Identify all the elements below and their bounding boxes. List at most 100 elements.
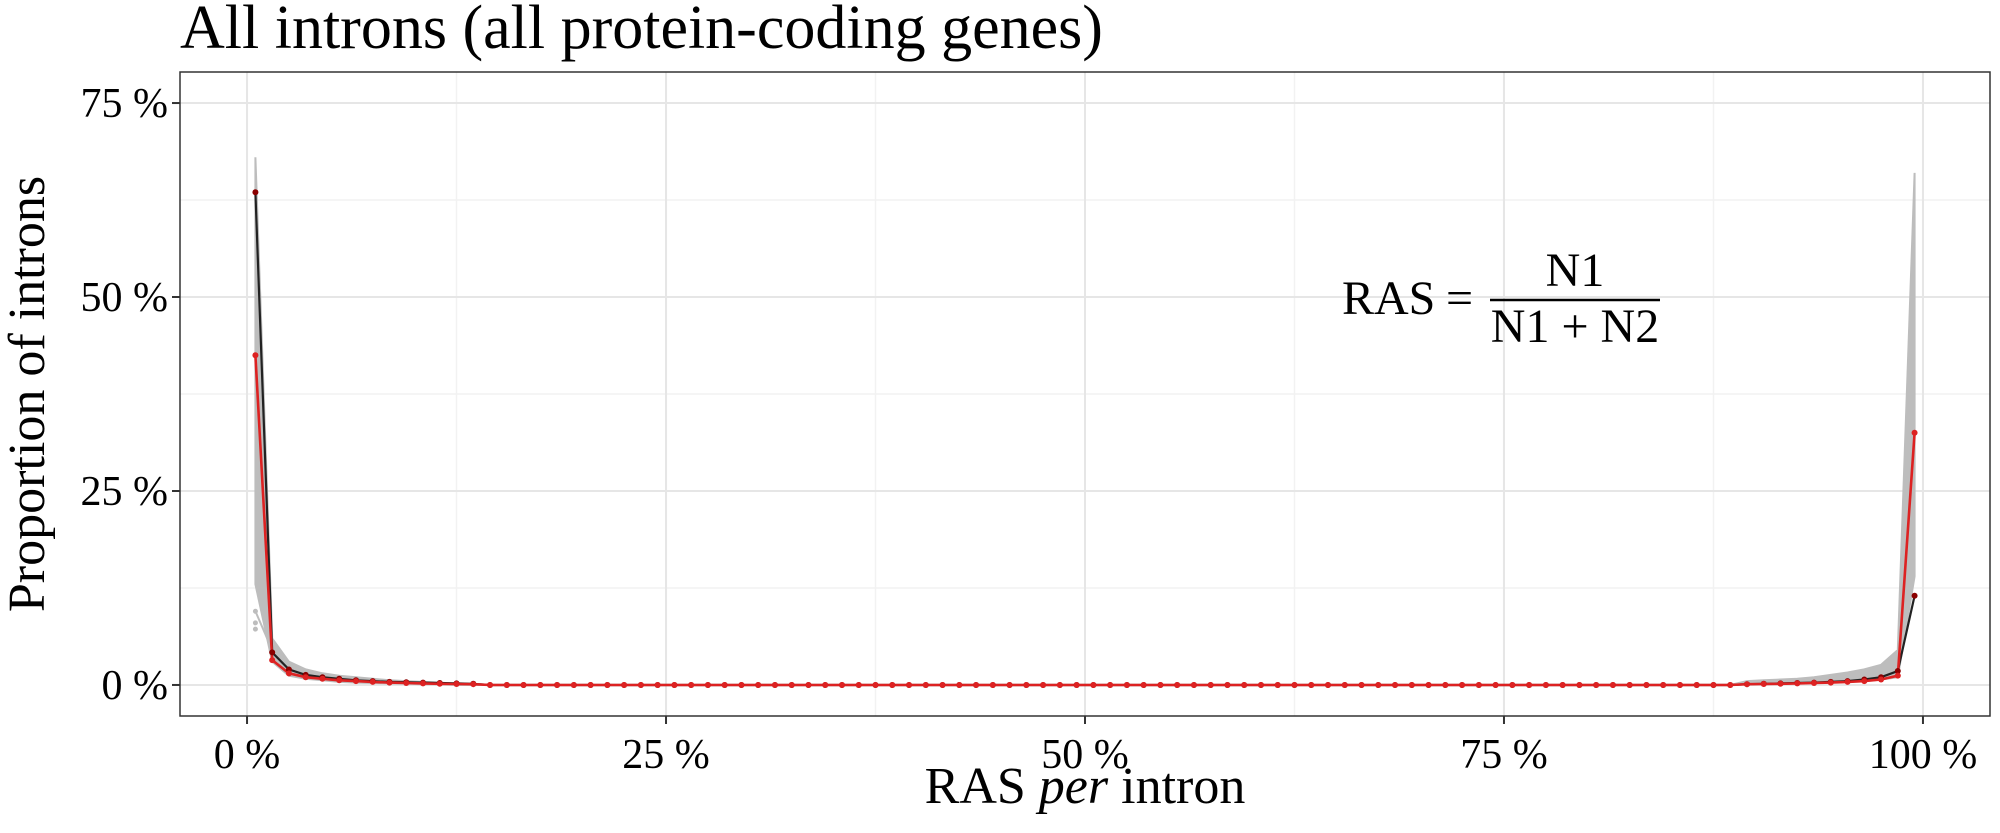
series-point bbox=[436, 680, 443, 687]
series-point bbox=[1894, 667, 1901, 674]
x-axis-title: RAS per intron bbox=[925, 758, 1246, 815]
series-point bbox=[1090, 681, 1097, 688]
series-point bbox=[1073, 681, 1080, 688]
x-axis-title-rest: intron bbox=[1121, 758, 1245, 815]
series-point bbox=[889, 681, 896, 688]
series-point bbox=[453, 681, 460, 688]
formula-plus: + bbox=[1561, 300, 1588, 353]
grid bbox=[180, 72, 1990, 716]
series-point bbox=[688, 681, 695, 688]
series-point bbox=[1911, 592, 1918, 599]
series-point bbox=[1710, 681, 1717, 688]
series-point bbox=[520, 681, 527, 688]
series-point bbox=[1526, 681, 1533, 688]
series-point bbox=[1408, 681, 1415, 688]
series-point bbox=[1878, 676, 1885, 683]
formula-numerator: N1 bbox=[1546, 244, 1605, 297]
series-point bbox=[1308, 681, 1315, 688]
series-point bbox=[906, 681, 913, 688]
series-point bbox=[352, 678, 359, 685]
series-point bbox=[1509, 681, 1516, 688]
series-point bbox=[956, 681, 963, 688]
series-point bbox=[1576, 681, 1583, 688]
series-point bbox=[721, 681, 728, 688]
series-point bbox=[336, 677, 343, 684]
series-point bbox=[1190, 681, 1197, 688]
y-tick-label: 0 % bbox=[102, 663, 169, 709]
series-point bbox=[1894, 672, 1901, 679]
series-point bbox=[1626, 681, 1633, 688]
formula-lhs: RAS bbox=[1342, 272, 1435, 325]
series-point bbox=[1777, 680, 1784, 687]
series-point bbox=[939, 681, 946, 688]
series-point bbox=[1325, 681, 1332, 688]
series-point bbox=[654, 681, 661, 688]
series-point bbox=[838, 681, 845, 688]
series-point bbox=[587, 681, 594, 688]
x-tick-label: 25 % bbox=[622, 732, 710, 778]
series-line bbox=[254, 355, 1916, 687]
y-tick-label: 25 % bbox=[81, 469, 169, 515]
series-point bbox=[1375, 681, 1382, 688]
series-point bbox=[1224, 681, 1231, 688]
x-axis-title-main: RAS bbox=[925, 758, 1026, 815]
series-point bbox=[1006, 681, 1013, 688]
series-point bbox=[755, 681, 762, 688]
series-point bbox=[822, 681, 829, 688]
series-point bbox=[369, 678, 376, 685]
series-point bbox=[637, 681, 644, 688]
series-point bbox=[771, 681, 778, 688]
series-point bbox=[604, 681, 611, 688]
x-tick-label: 100 % bbox=[1869, 732, 1978, 778]
series-point bbox=[1760, 681, 1767, 688]
series-point bbox=[671, 681, 678, 688]
series-point bbox=[1023, 681, 1030, 688]
series-point bbox=[855, 681, 862, 688]
series-point bbox=[1358, 681, 1365, 688]
series-point bbox=[704, 681, 711, 688]
formula-denominator: N1 + N2 bbox=[1491, 300, 1659, 353]
series-point bbox=[252, 352, 259, 359]
series-point bbox=[503, 681, 510, 688]
series-point bbox=[973, 681, 980, 688]
series-point bbox=[1157, 681, 1164, 688]
series-point bbox=[1291, 681, 1298, 688]
series-point bbox=[1727, 681, 1734, 688]
series-point bbox=[1341, 681, 1348, 688]
series-layer bbox=[252, 189, 1918, 688]
series-point bbox=[1609, 681, 1616, 688]
series-point bbox=[420, 680, 427, 687]
y-tick-label: 50 % bbox=[81, 275, 169, 321]
series-point bbox=[487, 681, 494, 688]
formula-equals: = bbox=[1446, 272, 1473, 325]
series-point bbox=[470, 681, 477, 688]
background-point bbox=[252, 626, 258, 632]
x-tick-label: 75 % bbox=[1460, 732, 1548, 778]
series-point bbox=[1257, 681, 1264, 688]
series-point bbox=[805, 681, 812, 688]
series-point bbox=[738, 681, 745, 688]
series-point bbox=[269, 657, 276, 664]
series-point bbox=[1861, 678, 1868, 685]
series-point bbox=[1123, 681, 1130, 688]
series-point bbox=[1107, 681, 1114, 688]
series-point bbox=[1676, 681, 1683, 688]
series-point bbox=[1827, 679, 1834, 686]
series-point bbox=[1844, 678, 1851, 685]
series-point bbox=[1392, 681, 1399, 688]
series-point bbox=[386, 679, 393, 686]
y-axis: 0 % 25 % 50 % 75 % bbox=[81, 81, 180, 709]
series-point bbox=[285, 670, 292, 677]
formula-denominator-b: N2 bbox=[1601, 300, 1660, 353]
series-point bbox=[1643, 681, 1650, 688]
x-tick-label: 0 % bbox=[214, 732, 281, 778]
series-point bbox=[1794, 680, 1801, 687]
series-point bbox=[922, 681, 929, 688]
series-point bbox=[1660, 681, 1667, 688]
series-point bbox=[1056, 681, 1063, 688]
x-tick-label: 50 % bbox=[1041, 732, 1129, 778]
series-point bbox=[788, 681, 795, 688]
y-tick-label: 75 % bbox=[81, 81, 169, 127]
background-point bbox=[252, 620, 258, 626]
